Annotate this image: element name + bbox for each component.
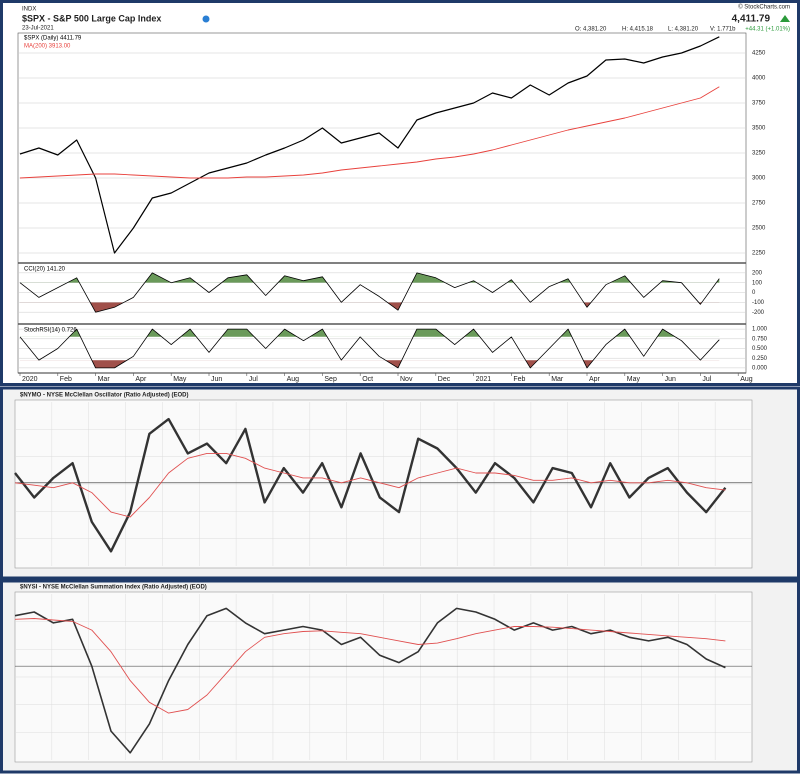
- y-tick-label: 100: [752, 280, 763, 286]
- x-tick-label: Jul: [702, 376, 711, 383]
- x-tick-label: Jun: [211, 376, 222, 383]
- x-tick-label: 2020: [22, 376, 38, 383]
- y-tick-label: 200: [752, 270, 763, 276]
- x-tick-label: Jul: [249, 376, 258, 383]
- series-line: [14, 607, 726, 754]
- series-line: [19, 272, 720, 313]
- x-tick-label: Mar: [551, 376, 564, 383]
- x-tick-label: 2021: [476, 376, 492, 383]
- y-tick-label: 3750: [752, 101, 766, 107]
- y-tick-label: 2500: [752, 226, 766, 232]
- y-tick-label: -200: [752, 310, 765, 316]
- exchange: INDX: [22, 7, 36, 13]
- x-tick-label: Aug: [287, 376, 300, 383]
- y-tick-label: 0.750: [752, 336, 768, 342]
- legend-entry: CCI(20) 141.20: [24, 267, 66, 273]
- x-tick-label: May: [173, 376, 187, 383]
- series-line: [19, 36, 720, 254]
- x-tick-label: Aug: [740, 376, 753, 383]
- x-tick-label: Nov: [400, 376, 413, 383]
- x-tick-label: Sep: [324, 376, 337, 383]
- y-tick-label: 3000: [752, 176, 766, 182]
- series-line: [19, 328, 720, 369]
- ohlc-high: H: 4,415.18: [622, 27, 654, 33]
- y-tick-label: 3500: [752, 126, 766, 132]
- last-price: 4,411.79: [732, 14, 771, 25]
- x-tick-label: Feb: [513, 376, 525, 383]
- y-tick-label: 0: [752, 290, 756, 296]
- y-tick-label: 2250: [752, 251, 766, 257]
- panel-frame: [0, 0, 800, 386]
- info-icon[interactable]: [202, 15, 210, 23]
- y-tick-label: 2750: [752, 201, 766, 207]
- series-line: [19, 86, 720, 179]
- legend-entry: $SPX (Daily) 4411.79: [24, 36, 82, 42]
- x-tick-label: Apr: [135, 376, 147, 383]
- x-tick-label: Dec: [438, 376, 451, 383]
- y-tick-label: -100: [752, 300, 765, 306]
- x-tick-label: Jun: [665, 376, 676, 383]
- x-tick-label: Oct: [362, 376, 373, 383]
- y-tick-label: 0.000: [752, 365, 768, 371]
- legend-entry: StochRSI(14) 0.726: [24, 328, 77, 334]
- y-tick-label: 1.000: [752, 327, 768, 333]
- x-tick-label: Feb: [60, 376, 72, 383]
- ohlc-low: L: 4,381.20: [668, 27, 699, 33]
- ohlc-open: O: 4,381.20: [575, 27, 607, 33]
- x-tick-label: Mar: [98, 376, 111, 383]
- chart-title: $NYSI - NYSE McClellan Summation Index (…: [20, 585, 207, 591]
- y-tick-label: 4250: [752, 51, 766, 57]
- x-tick-label: May: [627, 376, 641, 383]
- chart-title: $SPX - S&P 500 Large Cap Index: [22, 13, 161, 23]
- legend-entry: MA(200) 3913.00: [24, 44, 71, 50]
- up-arrow: [780, 15, 790, 22]
- change: +44.31 (+1.01%): [745, 27, 790, 33]
- chart-title: $NYMO - NYSE McClellan Oscillator (Ratio…: [20, 393, 188, 399]
- y-tick-label: 3250: [752, 151, 766, 157]
- y-tick-label: 0.500: [752, 346, 768, 352]
- overbought-fill: [67, 272, 720, 283]
- series-line: [14, 452, 726, 518]
- volume: V: 1.771b: [710, 27, 736, 33]
- date: 23-Jul-2021: [22, 26, 54, 32]
- series-line: [14, 417, 727, 553]
- y-tick-label: 4000: [752, 76, 766, 82]
- x-tick-label: Apr: [589, 376, 601, 383]
- source: © StockCharts.com: [738, 4, 790, 11]
- y-tick-label: 0.250: [752, 356, 768, 362]
- series-line: [14, 618, 726, 714]
